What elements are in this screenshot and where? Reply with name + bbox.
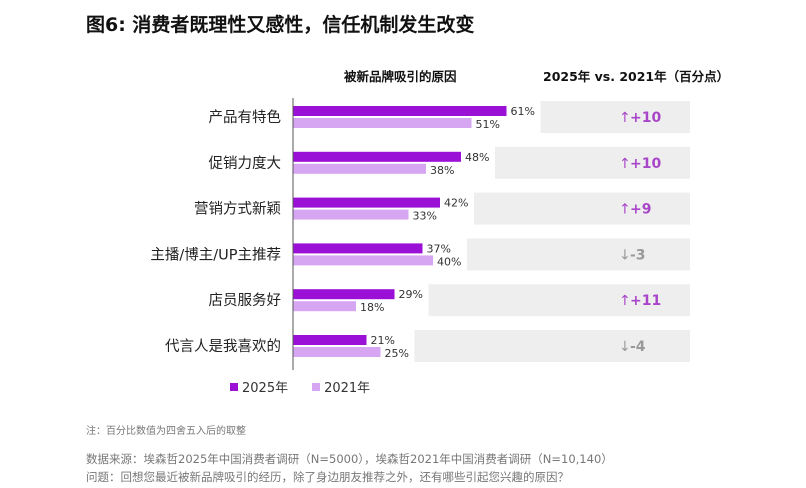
bar-2025	[293, 106, 507, 116]
row-background	[474, 192, 690, 225]
arrow-up-icon: ↑	[619, 110, 631, 126]
value-label-2025: 61%	[511, 105, 535, 118]
value-label-2021: 40%	[437, 255, 461, 268]
value-label-2021: 33%	[413, 210, 437, 223]
category-label: 代言人是我喜欢的	[165, 338, 281, 355]
bar-2021	[293, 255, 433, 266]
category-label: 促销力度大	[209, 155, 282, 172]
bar-2025	[293, 243, 423, 254]
value-label-2025: 21%	[371, 334, 395, 347]
value-label-2021: 38%	[430, 164, 454, 177]
value-label-2025: 37%	[427, 242, 451, 255]
category-label: 营销方式新颖	[194, 201, 281, 218]
row-background	[428, 284, 690, 317]
arrow-up-icon: ↑	[619, 293, 631, 309]
footnote: 注：百分比数值为四舍五入后的取整	[86, 426, 246, 437]
row-background	[467, 238, 690, 271]
change-value: +10	[630, 156, 661, 172]
arrow-up-icon: ↑	[619, 156, 631, 172]
change-value: -4	[630, 339, 646, 355]
arrow-down-icon: ↓	[619, 339, 631, 355]
category-label: 主播/博主/UP主推荐	[150, 246, 281, 263]
value-label-2025: 48%	[465, 151, 489, 164]
source-note: 数据来源：埃森哲2025年中国消费者调研（N=5000），埃森哲2021年中国消…	[86, 452, 613, 466]
row-background	[495, 146, 690, 179]
category-label: 产品有特色	[209, 109, 282, 126]
reasons-header: 被新品牌吸引的原因	[344, 69, 457, 84]
row-background	[414, 330, 690, 362]
bar-2025	[293, 335, 367, 345]
value-label-2025: 29%	[399, 288, 423, 301]
arrow-up-icon: ↑	[619, 202, 631, 218]
bar-2021	[293, 347, 381, 357]
change-header: 2025年 vs. 2021年（百分点）	[543, 69, 730, 84]
bar-2021	[293, 209, 409, 220]
value-label-2025: 42%	[444, 197, 468, 210]
bar-2021	[293, 118, 472, 128]
legend: 2025年 2021年	[230, 377, 370, 396]
legend-label-2021: 2021年	[324, 381, 371, 396]
value-label-2021: 51%	[476, 118, 500, 131]
bar-2021	[293, 301, 356, 312]
value-label-2021: 18%	[360, 301, 384, 314]
legend-item-2021: 2021年	[312, 377, 370, 396]
page-title: 图6: 消费者既理性又感性，信任机制发生改变	[86, 14, 475, 36]
value-label-2021: 25%	[385, 347, 409, 360]
legend-item-2025: 2025年	[230, 377, 288, 396]
bar-2025	[293, 289, 395, 300]
change-value: +11	[630, 293, 661, 309]
legend-swatch-2025	[230, 382, 238, 391]
bar-2021	[293, 163, 426, 174]
category-label: 店员服务好	[209, 292, 282, 309]
change-value: +10	[630, 110, 661, 126]
change-value: +9	[630, 202, 651, 218]
change-value: -3	[630, 247, 646, 263]
legend-swatch-2021	[312, 382, 321, 391]
question-note: 问题：回想您最近被新品牌吸引的经历，除了身边朋友推荐之外，还有哪些引起您兴趣的原…	[86, 470, 569, 484]
bar-2025	[293, 151, 461, 162]
row-background	[540, 101, 690, 133]
arrow-down-icon: ↓	[619, 247, 631, 263]
bar-2025	[293, 197, 440, 208]
legend-label-2025: 2025年	[242, 381, 289, 396]
